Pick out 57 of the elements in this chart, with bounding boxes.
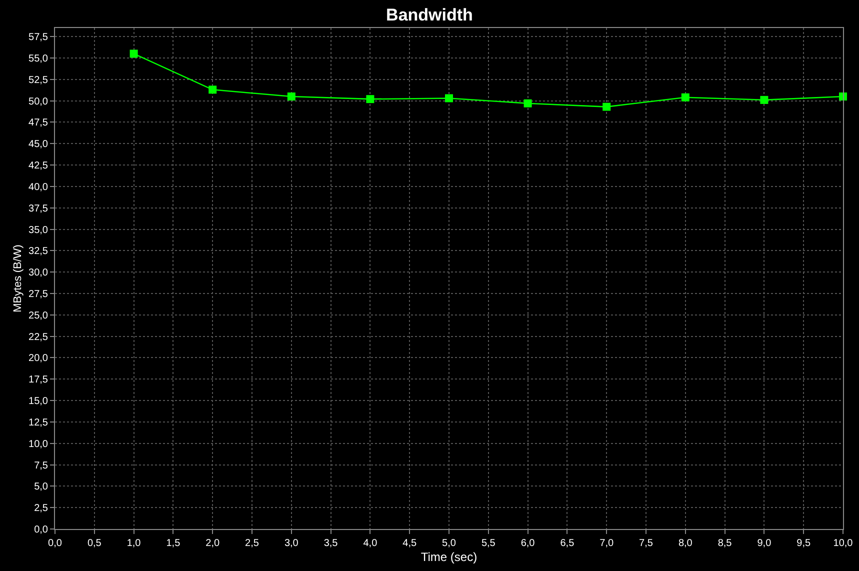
point xyxy=(524,99,532,108)
x-tick-label: 3,0 xyxy=(284,538,299,549)
y-tick-label: 15,0 xyxy=(28,396,48,408)
y-axis-title: MBytes (B/W) xyxy=(12,244,24,312)
y-tick-label: 2,5 xyxy=(34,503,48,514)
x-tick-label: 7,5 xyxy=(639,538,654,549)
x-tick-label: 6,5 xyxy=(560,538,575,549)
y-tick-label: 17,5 xyxy=(28,374,48,386)
x-tick-label: 1,5 xyxy=(166,538,181,549)
y-tick-label: 35,0 xyxy=(28,224,48,236)
y-tick-label: 27,5 xyxy=(28,288,48,300)
y-tick-label: 0,0 xyxy=(34,524,48,536)
x-tick-label: 5,0 xyxy=(442,538,456,549)
y-tick-label: 7,5 xyxy=(34,460,48,472)
x-tick-label: 2,0 xyxy=(206,538,220,549)
y-tick-label: 30,0 xyxy=(28,268,48,279)
point xyxy=(130,50,138,58)
point xyxy=(681,93,690,102)
y-tick-label: 45,0 xyxy=(28,139,48,150)
y-tick-label: 57,5 xyxy=(28,32,48,44)
x-tick-label: 2,5 xyxy=(245,538,260,549)
y-tick-label: 50,0 xyxy=(28,96,48,108)
y-tick-label: 25,0 xyxy=(28,310,48,322)
y-tick-label: 22,5 xyxy=(28,332,48,343)
y-tick-label: 55,0 xyxy=(28,53,48,64)
y-tick-label: 5,0 xyxy=(34,482,48,493)
y-tick-label: 20,0 xyxy=(28,353,48,364)
y-tick-label: 40,0 xyxy=(28,182,48,193)
y-tick-label: 10,0 xyxy=(28,438,48,450)
x-tick-label: 7,0 xyxy=(600,538,614,549)
point xyxy=(287,92,296,101)
x-tick-label: 0,5 xyxy=(87,538,102,549)
y-tick-label: 42,5 xyxy=(28,160,48,172)
y-tick-label: 52,5 xyxy=(28,74,48,86)
y-tick-label: 32,5 xyxy=(28,246,48,258)
point xyxy=(208,86,217,94)
x-tick-label: 9,0 xyxy=(757,538,772,549)
point xyxy=(602,102,611,111)
point xyxy=(445,94,453,102)
x-tick-label: 5,5 xyxy=(481,538,496,549)
x-tick-label: 8,0 xyxy=(678,538,693,549)
x-tick-label: 3,5 xyxy=(324,538,338,549)
point xyxy=(366,95,374,104)
x-tick-label: 1,0 xyxy=(126,538,142,549)
y-tick-label: 37,5 xyxy=(28,203,48,214)
x-tick-label: 0,0 xyxy=(48,538,62,549)
point xyxy=(760,96,768,104)
x-tick-label: 4,5 xyxy=(402,538,417,549)
x-tick-label: 8,5 xyxy=(718,538,732,549)
chart-title: Bandwidth xyxy=(386,5,473,24)
x-tick-label: 10,0 xyxy=(833,538,854,549)
y-tick-label: 47,5 xyxy=(28,118,48,129)
x-tick-label: 4,0 xyxy=(363,538,378,549)
x-tick-label: 6,0 xyxy=(520,538,536,549)
x-axis-title: Time (sec) xyxy=(420,550,478,564)
x-tick-label: 9,5 xyxy=(796,538,811,549)
y-tick-label: 12,5 xyxy=(28,417,48,428)
